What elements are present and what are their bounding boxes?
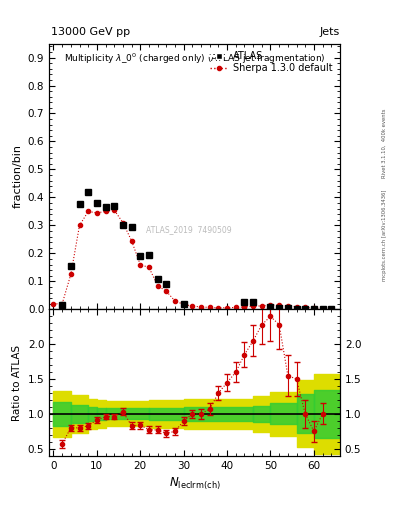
Sherpa 1.3.0 default: [129, 238, 134, 244]
Sherpa 1.3.0 default: [155, 283, 160, 289]
Sherpa 1.3.0 default: [277, 302, 281, 308]
Text: 13000 GeV pp: 13000 GeV pp: [51, 27, 130, 37]
Sherpa 1.3.0 default: [216, 305, 221, 311]
X-axis label: $N_{\mathrm{leclrm(ch)}}$: $N_{\mathrm{leclrm(ch)}}$: [169, 476, 220, 493]
Sherpa 1.3.0 default: [312, 305, 316, 311]
Sherpa 1.3.0 default: [181, 302, 186, 308]
Sherpa 1.3.0 default: [208, 305, 212, 311]
Sherpa 1.3.0 default: [225, 305, 230, 311]
Sherpa 1.3.0 default: [173, 298, 177, 304]
Sherpa 1.3.0 default: [68, 271, 73, 278]
Text: Multiplicity $\lambda\_0^0$ (charged only) (ATLAS jet fragmentation): Multiplicity $\lambda\_0^0$ (charged onl…: [64, 52, 325, 66]
Sherpa 1.3.0 default: [112, 207, 117, 213]
Sherpa 1.3.0 default: [329, 306, 334, 312]
Sherpa 1.3.0 default: [259, 303, 264, 309]
Sherpa 1.3.0 default: [77, 222, 82, 228]
Text: mcplots.cern.ch [arXiv:1306.3436]: mcplots.cern.ch [arXiv:1306.3436]: [382, 190, 387, 281]
Text: Rivet 3.1.10,  400k events: Rivet 3.1.10, 400k events: [382, 109, 387, 178]
Sherpa 1.3.0 default: [51, 301, 56, 307]
Sherpa 1.3.0 default: [233, 305, 238, 311]
Sherpa 1.3.0 default: [138, 262, 143, 268]
Sherpa 1.3.0 default: [242, 304, 247, 310]
Text: Jets: Jets: [320, 27, 340, 37]
Sherpa 1.3.0 default: [303, 304, 308, 310]
Line: Sherpa 1.3.0 default: Sherpa 1.3.0 default: [53, 210, 331, 309]
Sherpa 1.3.0 default: [320, 306, 325, 312]
Sherpa 1.3.0 default: [94, 210, 99, 216]
Sherpa 1.3.0 default: [294, 304, 299, 310]
Sherpa 1.3.0 default: [251, 303, 255, 309]
Sherpa 1.3.0 default: [60, 301, 64, 307]
Sherpa 1.3.0 default: [164, 288, 169, 294]
Sherpa 1.3.0 default: [121, 220, 125, 226]
Text: ATLAS_2019  7490509: ATLAS_2019 7490509: [146, 225, 231, 234]
Sherpa 1.3.0 default: [86, 208, 90, 215]
Sherpa 1.3.0 default: [285, 303, 290, 309]
Sherpa 1.3.0 default: [103, 208, 108, 215]
Sherpa 1.3.0 default: [190, 303, 195, 309]
Legend: ATLAS, Sherpa 1.3.0 default: ATLAS, Sherpa 1.3.0 default: [207, 48, 335, 76]
Sherpa 1.3.0 default: [199, 304, 204, 310]
Y-axis label: fraction/bin: fraction/bin: [12, 144, 22, 208]
Sherpa 1.3.0 default: [147, 264, 151, 270]
Sherpa 1.3.0 default: [268, 302, 273, 308]
Y-axis label: Ratio to ATLAS: Ratio to ATLAS: [12, 345, 22, 421]
